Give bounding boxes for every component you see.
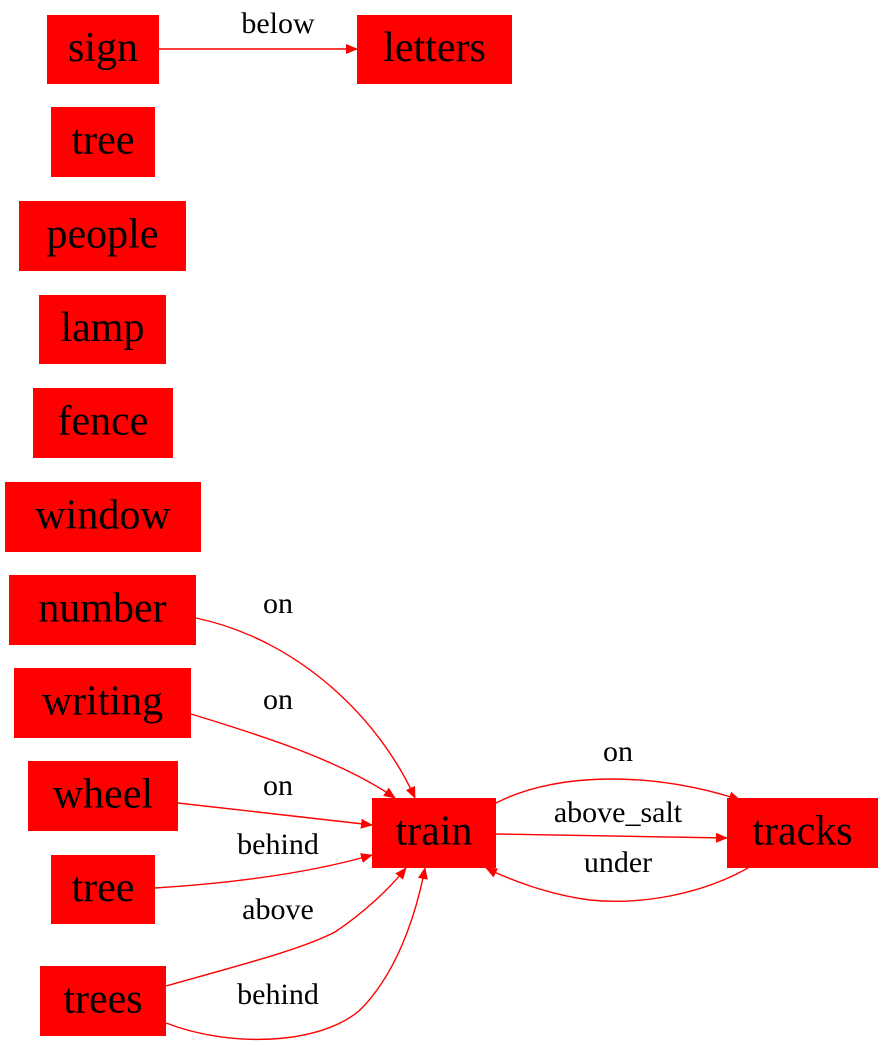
- edge-arrow: [177, 802, 373, 829]
- node-number: number: [9, 575, 196, 645]
- node-box: [372, 798, 496, 868]
- node-label: letters: [383, 25, 486, 71]
- node-box: [9, 575, 196, 645]
- node-label: wheel: [53, 772, 153, 818]
- edge-label: on: [263, 587, 293, 620]
- node-box: [33, 388, 173, 458]
- node-label: train: [396, 809, 473, 855]
- edge-trees-behind-train: behind: [165, 867, 428, 1041]
- node-wheel: wheel: [28, 761, 178, 831]
- node-label: window: [35, 493, 171, 539]
- node-writing: writing: [14, 668, 191, 738]
- node-box: [28, 761, 178, 831]
- edge-train-on-tracks: on: [495, 735, 741, 804]
- edge-label: behind: [237, 828, 319, 861]
- edge-tracks-under-train: under: [485, 846, 749, 902]
- node-label: writing: [42, 679, 163, 725]
- node-fence: fence: [33, 388, 173, 458]
- edge-label: above: [242, 893, 314, 926]
- node-label: people: [47, 212, 159, 258]
- edge-wheel-on-train: on: [177, 769, 373, 829]
- node-box: [39, 295, 166, 364]
- node-label: sign: [68, 25, 138, 71]
- node-label: tracks: [752, 809, 852, 855]
- edge-arrow: [485, 867, 749, 902]
- edges-layer: below on on on behind above behind on above_salt…: [154, 7, 749, 1041]
- node-label: trees: [63, 977, 142, 1023]
- edge-number-on-train: on: [195, 587, 416, 799]
- edge-label: on: [263, 683, 293, 716]
- node-train: train: [372, 798, 496, 868]
- edge-label: on: [263, 769, 293, 802]
- edge-arrow: [195, 617, 416, 799]
- node-trees: trees: [40, 966, 166, 1036]
- node-letters: letters: [357, 15, 512, 84]
- node-sign: sign: [47, 15, 159, 84]
- node-box: [47, 15, 159, 84]
- edge-arrow: [495, 778, 741, 804]
- node-box: [727, 798, 878, 868]
- node-tree2: tree: [51, 855, 155, 924]
- node-box: [51, 855, 155, 924]
- node-box: [5, 482, 201, 552]
- edge-label: below: [241, 7, 315, 40]
- edge-arrow: [165, 867, 407, 987]
- nodes-layer: sign letters tree people lamp fence window numb…: [5, 15, 878, 1036]
- edge-arrow: [165, 867, 428, 1041]
- node-box: [40, 966, 166, 1036]
- edge-label: on: [603, 735, 633, 768]
- node-label: lamp: [61, 305, 145, 351]
- edge-trees-above-train: above: [165, 867, 407, 987]
- edge-label: above_salt: [554, 796, 683, 829]
- edge-label: under: [584, 846, 652, 879]
- node-box: [357, 15, 512, 84]
- edge-train-above_salt-tracks: above_salt: [495, 796, 728, 843]
- node-box: [51, 107, 155, 177]
- node-window: window: [5, 482, 201, 552]
- node-box: [19, 201, 186, 271]
- node-tracks: tracks: [727, 798, 878, 868]
- node-label: fence: [58, 399, 149, 445]
- node-tree1: tree: [51, 107, 155, 177]
- edge-arrow: [154, 853, 373, 889]
- node-label: number: [38, 586, 166, 632]
- edge-tree2-behind-train: behind: [154, 828, 373, 889]
- node-box: [14, 668, 191, 738]
- node-label: tree: [72, 118, 135, 164]
- edge-arrow: [495, 832, 728, 843]
- node-lamp: lamp: [39, 295, 166, 364]
- edge-sign-below-letters: below: [159, 7, 358, 54]
- edge-writing-on-train: on: [190, 683, 396, 799]
- node-label: tree: [72, 865, 135, 911]
- node-people: people: [19, 201, 186, 271]
- edge-arrow: [190, 713, 396, 799]
- edge-label: behind: [237, 978, 319, 1011]
